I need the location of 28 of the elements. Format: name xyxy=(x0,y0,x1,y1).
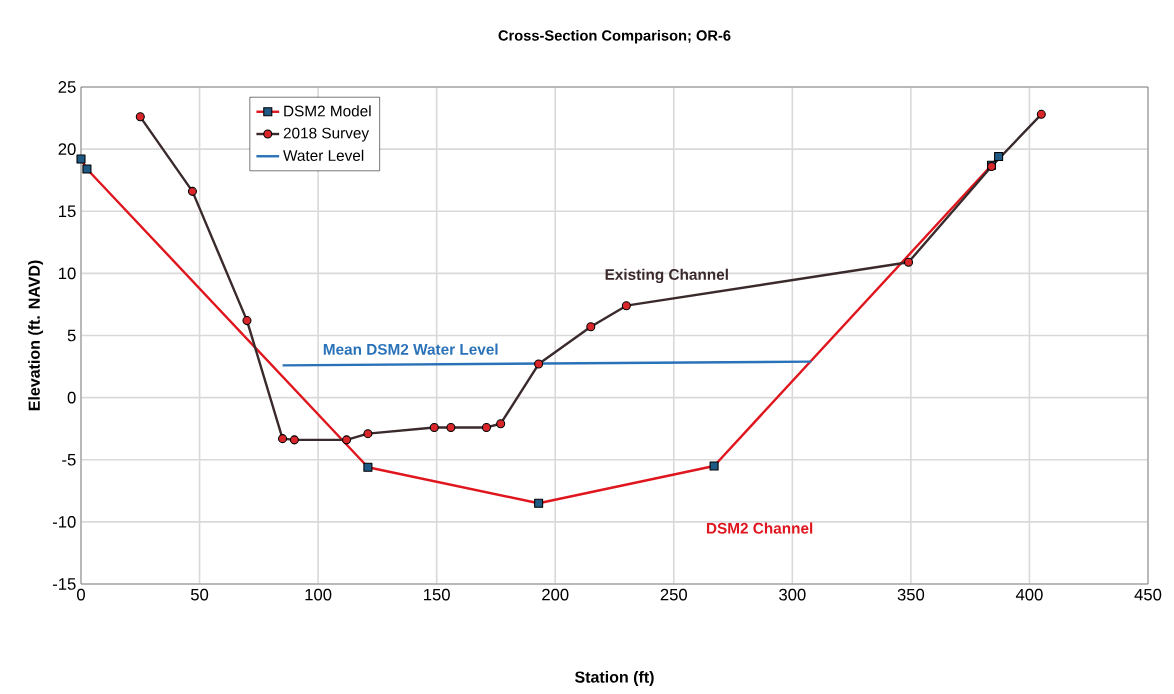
x-tick-label: 200 xyxy=(542,588,569,601)
x-tick-label: 50 xyxy=(190,588,209,601)
x-tick-label: 300 xyxy=(779,588,806,601)
y-tick-label: -10 xyxy=(52,515,76,528)
y-tick-label: 25 xyxy=(58,81,76,93)
x-axis-title: Station (ft) xyxy=(574,670,654,686)
y-tick-label: 15 xyxy=(59,205,76,218)
chart-title: Cross-Section Comparison; OR-6 xyxy=(498,29,731,44)
y-tick-label: 0 xyxy=(67,391,76,404)
y-tick-label: -5 xyxy=(62,453,76,466)
y-tick-label: 10 xyxy=(59,267,76,280)
annotation: DSM2 Channel xyxy=(706,522,813,534)
y-tick-label: 20 xyxy=(58,143,76,156)
x-tick-label: 450 xyxy=(1134,588,1162,601)
x-tick-label: 400 xyxy=(1015,588,1043,601)
annotation: Existing Channel xyxy=(605,268,728,284)
x-tick-label: 100 xyxy=(305,588,332,601)
y-axis-title: Elevation (ft. NAVD) xyxy=(28,260,44,411)
y-tick-label: 5 xyxy=(67,329,76,342)
x-tick-label: 0 xyxy=(77,588,85,601)
x-tick-label: 150 xyxy=(424,588,450,601)
x-tick-label: 350 xyxy=(897,588,925,601)
legend-label: DSM2 Model xyxy=(284,105,371,117)
y-tick-label: -15 xyxy=(52,578,76,590)
legend-label: 2018 Survey xyxy=(283,127,370,142)
legend-label: Water Level xyxy=(283,149,364,161)
annotation: Mean DSM2 Water Level xyxy=(323,343,498,355)
x-tick-label: 250 xyxy=(660,588,688,601)
